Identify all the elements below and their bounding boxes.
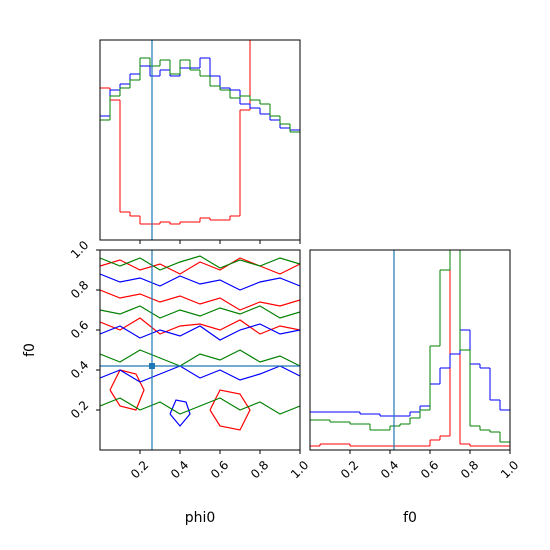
y-tick-label: 0.6 bbox=[68, 318, 91, 341]
x-tick-label: 0.8 bbox=[248, 458, 271, 481]
contour-line bbox=[109, 369, 145, 411]
contour-line bbox=[100, 305, 300, 319]
x-tick-label: 1.0 bbox=[498, 458, 521, 481]
contour-line bbox=[100, 323, 300, 341]
y-tick-label: 0.4 bbox=[68, 358, 91, 381]
contour-line bbox=[100, 397, 300, 415]
plot-area bbox=[100, 40, 300, 240]
x-tick-label: 1.0 bbox=[288, 458, 311, 481]
plot-area bbox=[100, 250, 300, 450]
x-tick-label: 0.6 bbox=[208, 458, 231, 481]
x-tick-label: 0.6 bbox=[418, 458, 441, 481]
contour-line bbox=[100, 289, 300, 311]
contour-line bbox=[100, 273, 300, 291]
panel-frame bbox=[99, 39, 301, 241]
y-tick-label: 0.2 bbox=[68, 398, 91, 421]
contour-line bbox=[100, 255, 300, 271]
x-axis-label: phi0 bbox=[185, 510, 216, 526]
truth-point bbox=[149, 363, 155, 369]
x-tick-label: 0.4 bbox=[168, 458, 191, 481]
x-tick-label: 0.8 bbox=[458, 458, 481, 481]
contour-line bbox=[169, 399, 191, 427]
panel-frame bbox=[99, 249, 301, 451]
panel-frame bbox=[309, 249, 511, 451]
x-tick-label: 0.2 bbox=[128, 458, 151, 481]
contour-line bbox=[100, 257, 300, 275]
y-axis-label: f0 bbox=[22, 343, 38, 357]
y-tick-label: 0.8 bbox=[68, 278, 91, 301]
x-tick-label: 0.4 bbox=[378, 458, 401, 481]
contour-line bbox=[100, 317, 300, 335]
contour-line bbox=[209, 389, 251, 431]
x-axis-label: f0 bbox=[403, 510, 417, 526]
plot-area bbox=[310, 250, 510, 450]
x-tick-label: 0.2 bbox=[338, 458, 361, 481]
y-tick-label: 1.0 bbox=[68, 238, 91, 261]
contour-line bbox=[100, 365, 300, 383]
contour-line bbox=[100, 349, 300, 367]
